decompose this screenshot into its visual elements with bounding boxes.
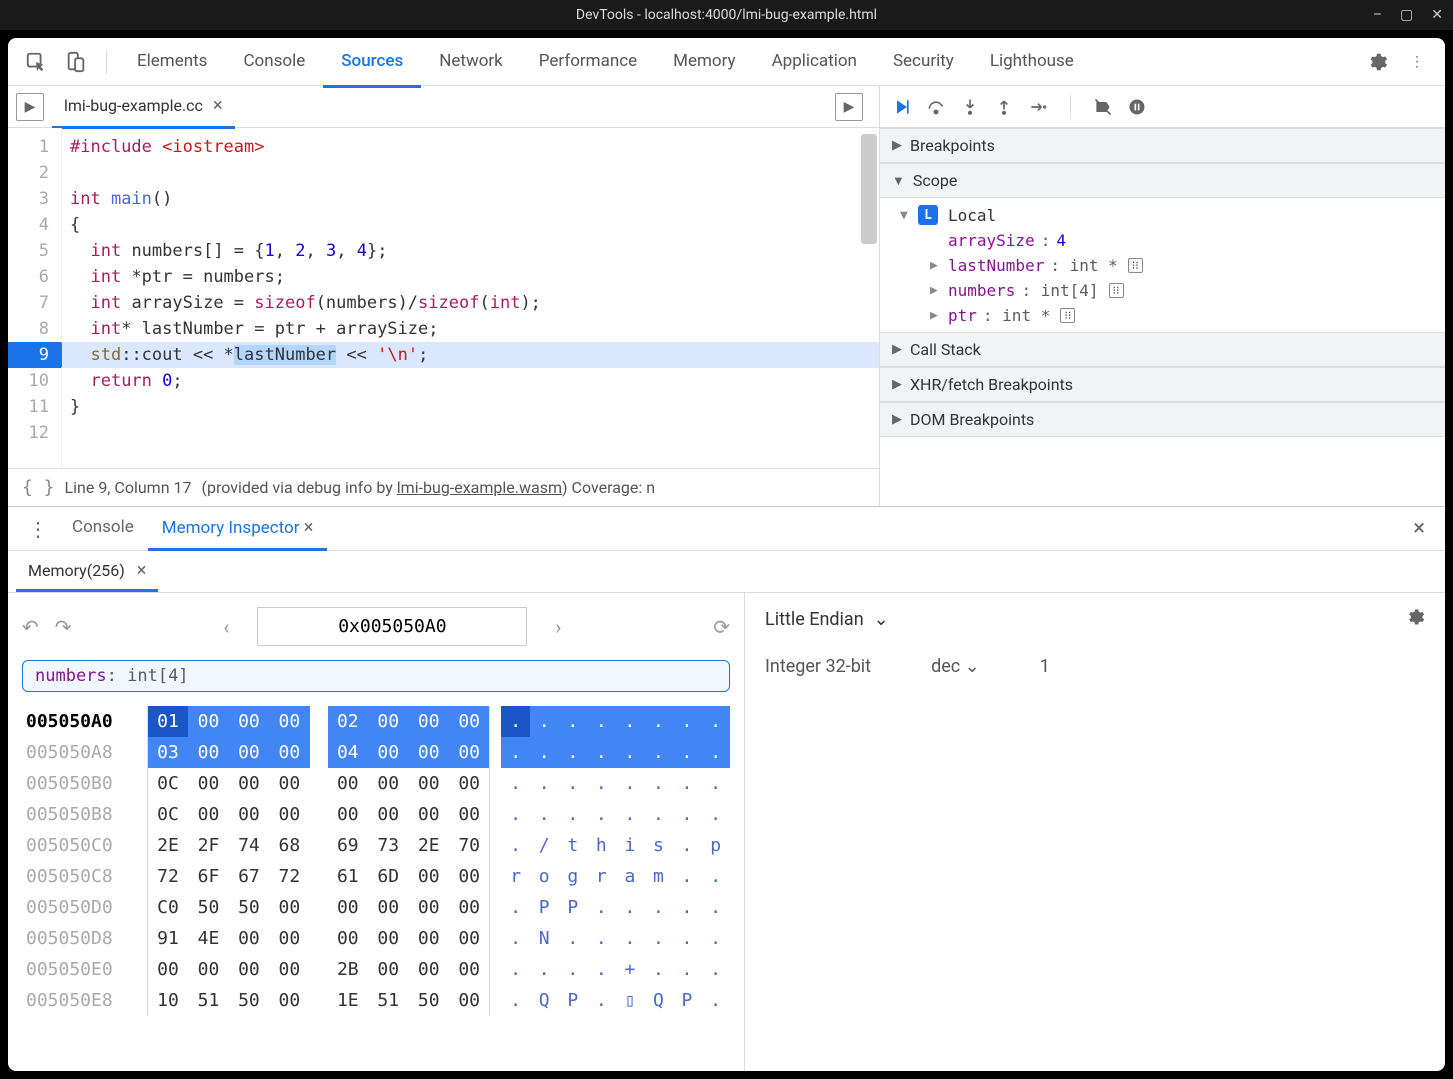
drawer: ⋮ ConsoleMemory Inspector × × Memory(256… <box>8 506 1445 1071</box>
endian-label[interactable]: Little Endian <box>765 609 864 630</box>
step-into-icon[interactable] <box>960 97 980 117</box>
file-tab-bar: ▶ lmi-bug-example.cc × ▶ <box>8 86 879 128</box>
drawer-tab-console[interactable]: Console <box>58 507 148 550</box>
device-icon[interactable] <box>58 44 94 80</box>
step-out-icon[interactable] <box>994 97 1014 117</box>
xhr-header[interactable]: ▶XHR/fetch Breakpoints <box>880 367 1445 402</box>
close-drawer-icon[interactable]: × <box>1403 516 1435 541</box>
tab-lighthouse[interactable]: Lighthouse <box>972 38 1092 87</box>
deactivate-breakpoints-icon[interactable] <box>1093 97 1113 117</box>
settings-icon[interactable] <box>1359 44 1395 80</box>
memory-icon[interactable]: ⁝⁝ <box>1109 283 1124 298</box>
close-tab-icon[interactable]: × <box>213 95 223 116</box>
scope-var-arraySize[interactable]: arraySize: 4 <box>880 228 1445 253</box>
tab-memory[interactable]: Memory <box>655 38 753 87</box>
minimize-icon[interactable]: – <box>1373 7 1382 23</box>
file-tab[interactable]: lmi-bug-example.cc × <box>52 85 235 129</box>
status-bar: { } Line 9, Column 17 (provided via debu… <box>8 468 879 506</box>
next-page-icon[interactable]: › <box>555 615 561 639</box>
callstack-header[interactable]: ▶Call Stack <box>880 332 1445 367</box>
int-value: 1 <box>1040 656 1050 677</box>
scrollbar[interactable] <box>861 134 877 244</box>
tab-security[interactable]: Security <box>875 38 972 87</box>
wasm-link[interactable]: lmi-bug-example.wasm <box>397 478 562 497</box>
show-navigator-icon[interactable]: ▶ <box>16 93 44 121</box>
step-over-icon[interactable] <box>926 97 946 117</box>
tab-network[interactable]: Network <box>421 38 521 87</box>
tab-application[interactable]: Application <box>754 38 875 87</box>
prev-page-icon[interactable]: ‹ <box>223 615 229 639</box>
undo-icon[interactable]: ↶ <box>22 615 39 639</box>
memory-icon[interactable]: ⁝⁝ <box>1060 308 1075 323</box>
file-tab-label: lmi-bug-example.cc <box>64 96 203 115</box>
value-settings-icon[interactable] <box>1405 607 1425 632</box>
resume-icon[interactable] <box>892 97 912 117</box>
scope-var-ptr[interactable]: ▶ptr: int *⁝⁝ <box>880 303 1445 328</box>
breakpoints-header[interactable]: ▶Breakpoints <box>880 128 1445 163</box>
step-icon[interactable] <box>1028 97 1048 117</box>
tab-elements[interactable]: Elements <box>119 38 225 87</box>
more-icon[interactable]: ⋮ <box>1399 44 1435 80</box>
int-format-select[interactable]: dec ⌄ <box>931 656 980 677</box>
scope-header[interactable]: ▼Scope <box>880 163 1445 198</box>
scope-var-numbers[interactable]: ▶numbers: int[4]⁝⁝ <box>880 278 1445 303</box>
close-icon[interactable]: ✕ <box>1431 7 1443 23</box>
titlebar: DevTools - localhost:4000/lmi-bug-exampl… <box>0 0 1453 30</box>
hex-viewer[interactable]: 005050A00100000002000000........005050A8… <box>22 706 730 1016</box>
int-type-label: Integer 32-bit <box>765 656 871 677</box>
maximize-icon[interactable]: ▢ <box>1400 7 1413 23</box>
format-icon[interactable]: { } <box>22 477 55 498</box>
scope-var-lastNumber[interactable]: ▶lastNumber: int *⁝⁝ <box>880 253 1445 278</box>
close-icon[interactable]: × <box>304 517 314 538</box>
drawer-menu-icon[interactable]: ⋮ <box>18 517 58 541</box>
refresh-icon[interactable]: ⟳ <box>713 615 730 639</box>
inspect-icon[interactable] <box>18 44 54 80</box>
close-memory-tab-icon[interactable]: × <box>137 560 147 581</box>
pause-exceptions-icon[interactable] <box>1127 97 1147 117</box>
tab-console[interactable]: Console <box>225 38 323 87</box>
cursor-position: Line 9, Column 17 <box>65 478 192 497</box>
code-editor[interactable]: 123456789101112 #include <iostream>int m… <box>8 128 879 468</box>
redo-icon[interactable]: ↷ <box>55 615 72 639</box>
memory-tab[interactable]: Memory(256) × <box>16 552 158 592</box>
tab-performance[interactable]: Performance <box>521 38 655 87</box>
chevron-down-icon[interactable]: ⌄ <box>874 609 889 630</box>
highlight-chip[interactable]: numbers: int[4] <box>22 660 730 692</box>
address-input[interactable] <box>257 607 527 646</box>
main-tab-bar: ElementsConsoleSourcesNetworkPerformance… <box>8 38 1445 86</box>
drawer-tab-memory-inspector[interactable]: Memory Inspector × <box>148 507 328 551</box>
dom-header[interactable]: ▶DOM Breakpoints <box>880 402 1445 437</box>
debugger-toolbar <box>880 86 1445 128</box>
scope-local[interactable]: ▼LLocal <box>880 202 1445 228</box>
memory-icon[interactable]: ⁝⁝ <box>1128 258 1143 273</box>
more-tabs-icon[interactable]: ▶ <box>835 93 863 121</box>
tab-sources[interactable]: Sources <box>323 38 421 88</box>
window-title: DevTools - localhost:4000/lmi-bug-exampl… <box>576 7 877 23</box>
